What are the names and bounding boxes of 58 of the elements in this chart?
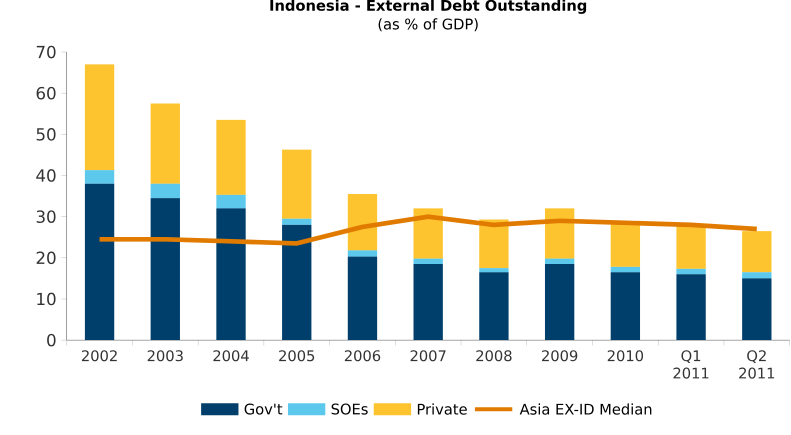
x-tick-label: 2006 <box>344 350 380 362</box>
bar <box>479 272 509 340</box>
bar <box>414 258 443 264</box>
bar <box>84 64 114 170</box>
y-tick-label: 50 <box>36 128 56 141</box>
bar <box>676 274 706 340</box>
bar <box>84 184 114 340</box>
y-tick-label: 20 <box>36 252 56 264</box>
bar <box>610 272 640 340</box>
bar <box>84 170 114 184</box>
bar <box>414 264 443 340</box>
bar <box>282 224 312 340</box>
legend-label: Private <box>418 403 467 415</box>
x-tick-label: 2007 <box>410 350 446 362</box>
x-tick-label: 2005 <box>279 350 314 362</box>
y-tick-label: 30 <box>36 210 56 224</box>
y-tick-label: 10 <box>37 292 56 306</box>
bar <box>150 198 180 340</box>
bar <box>216 194 246 209</box>
bar <box>282 150 312 219</box>
bar <box>742 278 772 340</box>
bar <box>610 266 640 272</box>
bar <box>348 250 378 257</box>
chart-subtitle: (as % of GDP) <box>378 18 478 32</box>
bar <box>742 272 772 278</box>
bar <box>544 258 574 264</box>
y-tick-label: 60 <box>36 86 56 100</box>
legend-label: SOEs <box>332 404 368 415</box>
bar <box>676 224 706 270</box>
bar <box>282 218 312 225</box>
x-tick-label: 2003 <box>148 350 183 362</box>
y-tick-label: 0 <box>47 334 56 347</box>
legend-label: Asia EX-ID Median <box>520 403 652 415</box>
x-tick-label: 2009 <box>542 350 578 362</box>
bar <box>742 231 772 272</box>
bar <box>216 208 246 340</box>
bar <box>544 264 574 340</box>
bar <box>479 268 509 272</box>
x-tick-label: 2008 <box>476 350 512 362</box>
x-tick-label: 2004 <box>213 350 249 362</box>
bar <box>610 222 640 267</box>
legend-label: Gov't <box>244 404 282 415</box>
bar <box>348 256 378 340</box>
y-tick-label: 70 <box>36 46 56 58</box>
x-tick-label: Q2 2011 <box>739 350 774 379</box>
bar <box>479 220 509 268</box>
bar <box>150 104 180 184</box>
bar <box>348 194 378 250</box>
bar <box>544 208 574 259</box>
bar <box>216 120 246 195</box>
x-tick-label: 2002 <box>82 350 117 362</box>
chart-title: Indonesia - External Debt Outstanding <box>270 0 586 14</box>
bar <box>150 184 180 198</box>
x-tick-label: Q1 2011 <box>673 350 708 379</box>
x-tick-label: 2010 <box>608 350 644 362</box>
bar <box>676 269 706 274</box>
bar <box>414 208 443 259</box>
y-tick-label: 40 <box>36 169 56 182</box>
